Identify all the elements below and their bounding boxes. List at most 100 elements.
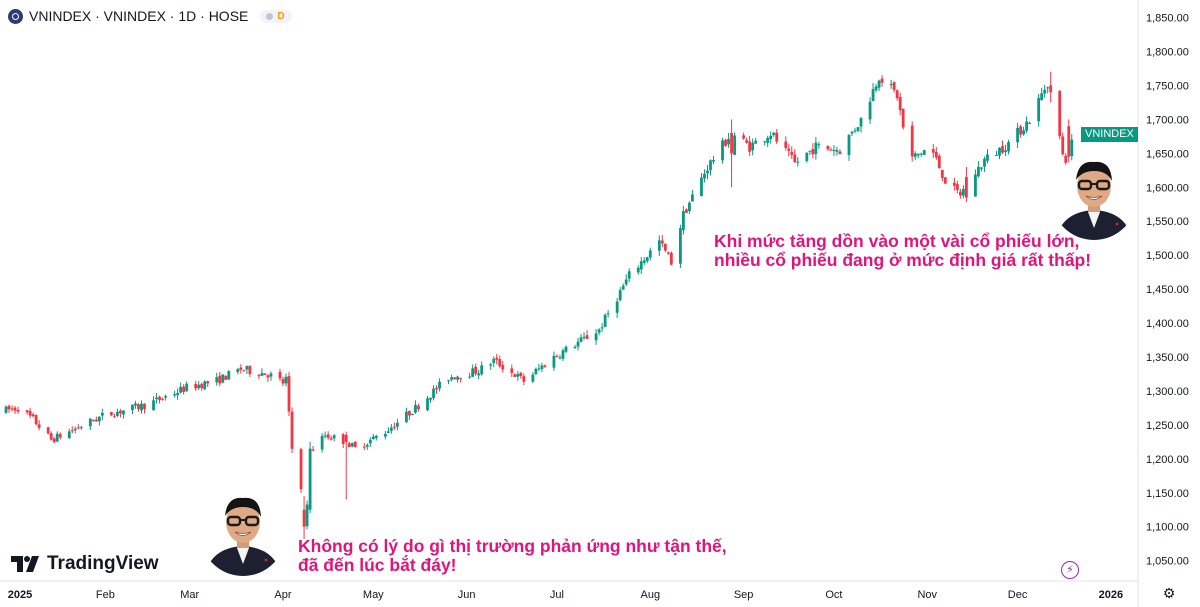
candle[interactable] — [55, 431, 59, 443]
candle[interactable] — [203, 380, 207, 391]
candle[interactable] — [784, 136, 788, 151]
candle[interactable] — [1040, 87, 1044, 101]
candle[interactable] — [242, 369, 246, 372]
candle[interactable] — [326, 431, 330, 440]
candle[interactable] — [645, 256, 649, 264]
candle[interactable] — [37, 420, 41, 431]
candle[interactable] — [1016, 122, 1019, 149]
candle[interactable] — [916, 153, 920, 159]
candle[interactable] — [796, 157, 800, 167]
candle[interactable] — [856, 127, 860, 133]
candle[interactable] — [937, 153, 941, 169]
candle[interactable] — [814, 137, 818, 160]
candle[interactable] — [116, 408, 119, 417]
candle[interactable] — [995, 150, 998, 156]
candle[interactable] — [685, 208, 688, 214]
candle[interactable] — [1061, 132, 1065, 156]
candle[interactable] — [109, 412, 113, 417]
candle[interactable] — [350, 442, 354, 448]
candle[interactable] — [808, 150, 812, 155]
candle[interactable] — [453, 376, 456, 380]
candle[interactable] — [1022, 126, 1025, 136]
candle[interactable] — [519, 371, 523, 379]
candle[interactable] — [414, 400, 417, 414]
candle[interactable] — [417, 403, 420, 412]
candle[interactable] — [206, 380, 210, 388]
candle[interactable] — [829, 147, 833, 151]
candle[interactable] — [411, 413, 414, 416]
candle[interactable] — [164, 394, 167, 401]
candle[interactable] — [161, 397, 164, 401]
candle[interactable] — [597, 328, 601, 336]
candle[interactable] — [594, 329, 598, 345]
candle[interactable] — [624, 274, 628, 287]
candle[interactable] — [540, 362, 544, 373]
candle[interactable] — [961, 185, 965, 199]
candle[interactable] — [498, 355, 502, 368]
candle[interactable] — [522, 373, 526, 386]
candle[interactable] — [958, 188, 962, 199]
candle[interactable] — [67, 428, 71, 440]
candle[interactable] — [666, 251, 670, 255]
candle[interactable] — [636, 265, 640, 275]
candle[interactable] — [582, 332, 586, 340]
candle[interactable] — [182, 384, 186, 395]
candle[interactable] — [13, 405, 17, 414]
candle[interactable] — [910, 121, 914, 162]
candle[interactable] — [450, 374, 453, 382]
candle[interactable] — [140, 400, 143, 414]
candle[interactable] — [688, 201, 691, 215]
candle[interactable] — [194, 380, 198, 391]
candle[interactable] — [868, 97, 872, 124]
market-status-badge[interactable]: D — [260, 9, 292, 23]
candle[interactable] — [826, 145, 830, 152]
candle[interactable] — [269, 371, 273, 381]
candle[interactable] — [943, 177, 947, 184]
candle[interactable] — [245, 365, 249, 374]
candle[interactable] — [224, 375, 228, 380]
candle[interactable] — [772, 131, 776, 137]
candle[interactable] — [880, 75, 884, 87]
candle[interactable] — [341, 432, 345, 449]
candle[interactable] — [91, 419, 95, 422]
candle[interactable] — [835, 146, 839, 156]
candle[interactable] — [838, 149, 842, 155]
candle[interactable] — [28, 408, 32, 419]
candle[interactable] — [185, 381, 189, 392]
candle[interactable] — [663, 243, 667, 253]
candle[interactable] — [751, 138, 755, 156]
candle[interactable] — [248, 365, 252, 378]
candle[interactable] — [4, 405, 8, 414]
candle[interactable] — [323, 431, 327, 439]
candle[interactable] — [889, 79, 893, 89]
candle[interactable] — [215, 372, 219, 386]
candle[interactable] — [320, 433, 324, 453]
candle[interactable] — [754, 137, 758, 144]
candle[interactable] — [709, 159, 712, 176]
candle[interactable] — [558, 354, 562, 360]
candle[interactable] — [742, 132, 746, 140]
candle[interactable] — [122, 410, 125, 419]
candle[interactable] — [456, 375, 460, 383]
candle[interactable] — [227, 370, 231, 381]
candle[interactable] — [811, 143, 815, 159]
candle[interactable] — [585, 330, 589, 340]
candle[interactable] — [386, 427, 390, 434]
candle[interactable] — [561, 348, 565, 361]
candle[interactable] — [438, 378, 441, 392]
candle[interactable] — [974, 169, 977, 197]
candle[interactable] — [395, 418, 399, 431]
candle[interactable] — [552, 351, 556, 371]
candle[interactable] — [31, 412, 35, 418]
candle[interactable] — [94, 416, 98, 422]
candle[interactable] — [871, 83, 875, 102]
candle[interactable] — [564, 345, 568, 354]
candle[interactable] — [383, 431, 387, 440]
candle[interactable] — [134, 400, 137, 409]
candle[interactable] — [305, 500, 309, 530]
candle[interactable] — [895, 89, 899, 101]
candle[interactable] — [459, 377, 463, 383]
candle[interactable] — [576, 338, 580, 351]
candle[interactable] — [332, 433, 336, 442]
